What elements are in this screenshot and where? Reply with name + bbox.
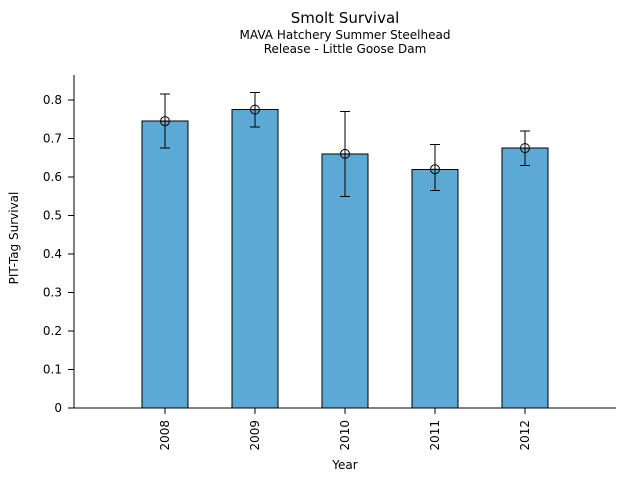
x-tick-label-2011: 2011 xyxy=(428,420,442,451)
y-tick-label: 0.6 xyxy=(43,170,62,184)
x-axis-title: Year xyxy=(332,458,358,472)
y-tick-label: 0.4 xyxy=(43,247,62,261)
x-tick-label-2010: 2010 xyxy=(338,420,352,451)
chart-subtitle-line2: Release - Little Goose Dam xyxy=(263,42,427,56)
y-tick-label: 0.5 xyxy=(43,209,62,223)
x-tick-label-2009: 2009 xyxy=(248,420,262,451)
bar-2009 xyxy=(231,109,279,409)
y-tick-label: 0.3 xyxy=(43,286,62,300)
y-tick-label: 0.2 xyxy=(43,324,62,338)
x-tick-label-2012: 2012 xyxy=(518,420,532,451)
y-tick-label: 0.7 xyxy=(43,132,62,146)
y-tick-label: 0 xyxy=(54,401,62,415)
y-tick-label: 0.8 xyxy=(43,93,62,107)
bar-2008 xyxy=(141,120,189,409)
y-tick-label: 0.1 xyxy=(43,363,62,377)
bar-2012 xyxy=(501,147,549,409)
bar-2011 xyxy=(411,168,459,409)
x-tick-label-2008: 2008 xyxy=(158,420,172,451)
chart-title: Smolt Survival xyxy=(290,9,400,27)
chart-subtitle-line1: MAVA Hatchery Summer Steelhead xyxy=(239,28,451,42)
